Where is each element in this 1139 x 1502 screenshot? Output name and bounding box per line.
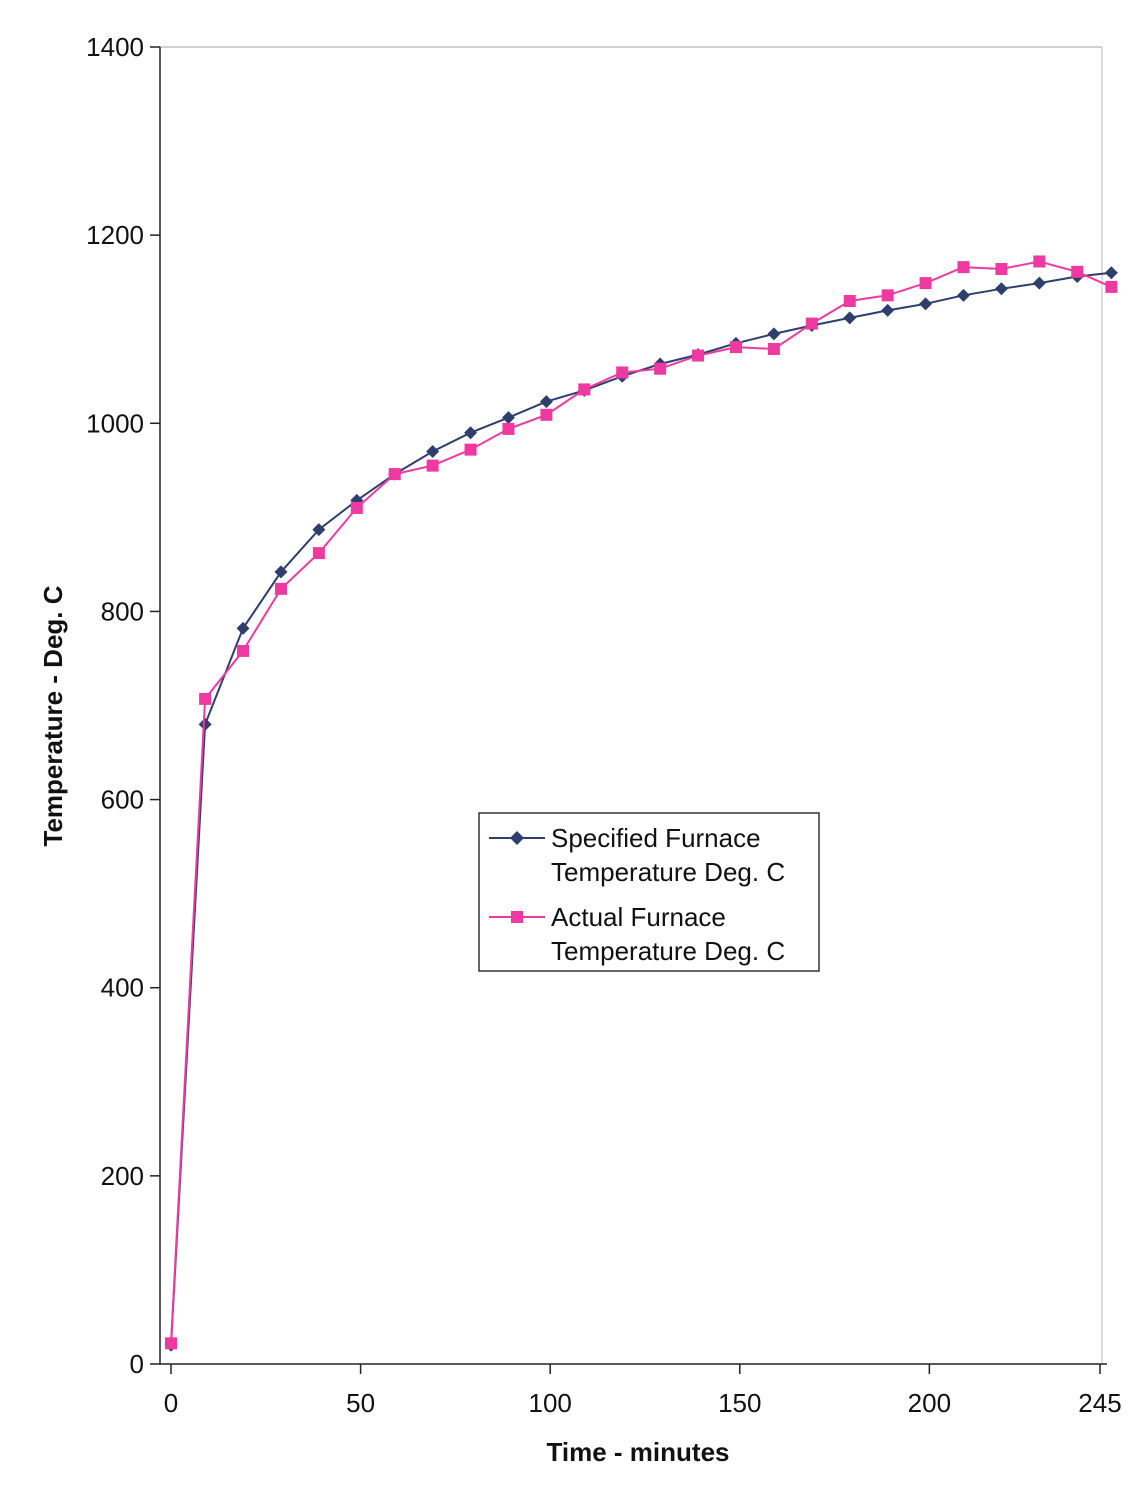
legend-marker-actual	[511, 911, 523, 923]
point-actual-24	[1071, 265, 1084, 278]
legend-entry-specified: Specified Furnace Temperature Deg. C	[489, 823, 785, 887]
legend-label-specified-line1: Specified Furnace	[551, 823, 761, 853]
point-actual-16	[767, 342, 780, 355]
y-tick-label-800: 800	[101, 596, 144, 626]
point-specified-9	[501, 411, 515, 425]
point-specified-1	[198, 717, 212, 731]
plot-area	[160, 46, 1103, 1364]
point-actual-2	[237, 644, 250, 657]
x-tick-label-200: 200	[908, 1388, 951, 1418]
x-tick-label-245: 245	[1078, 1388, 1121, 1418]
point-actual-14	[692, 349, 705, 362]
point-actual-13	[654, 362, 667, 375]
point-actual-4	[312, 547, 325, 560]
point-actual-9	[502, 422, 515, 435]
legend-marker-specified	[510, 831, 524, 845]
point-specified-4	[312, 523, 326, 537]
point-actual-6	[388, 468, 401, 481]
legend-label-actual-line1: Actual Furnace	[551, 902, 726, 932]
legend-label-specified-line2: Temperature Deg. C	[551, 857, 785, 887]
point-actual-15	[729, 341, 742, 354]
point-actual-0	[165, 1337, 177, 1350]
point-actual-19	[881, 289, 894, 302]
legend-label-actual-line2: Temperature Deg. C	[551, 936, 785, 966]
point-specified-22	[994, 282, 1008, 296]
legend-box	[478, 812, 820, 972]
y-tick-label-1200: 1200	[86, 220, 144, 250]
point-actual-18	[843, 294, 856, 307]
point-actual-10	[540, 408, 553, 421]
point-actual-1	[199, 692, 212, 705]
axes: 0 200 400 600 800 1000 1200 1400 0 50 100 150 200 245	[86, 32, 1122, 1418]
series-line-actual	[170, 260, 1112, 1344]
point-specified-25	[1104, 266, 1118, 280]
x-tick-label-100: 100	[528, 1388, 571, 1418]
point-actual-23	[1033, 255, 1046, 268]
point-specified-20	[919, 297, 933, 311]
point-actual-3	[274, 582, 287, 595]
x-tick-label-50: 50	[346, 1388, 375, 1418]
y-tick-label-1400: 1400	[86, 32, 144, 62]
point-actual-5	[350, 501, 363, 514]
point-specified-23	[1032, 276, 1046, 290]
point-specified-21	[956, 288, 970, 302]
legend: Specified Furnace Temperature Deg. C Act…	[478, 812, 820, 972]
point-specified-7	[426, 445, 440, 459]
point-specified-16	[767, 327, 781, 341]
series-specified	[164, 266, 1118, 1352]
point-actual-17	[805, 317, 818, 330]
y-tick-label-600: 600	[101, 785, 144, 815]
point-actual-21	[957, 261, 970, 274]
point-actual-8	[464, 443, 477, 456]
x-tick-label-150: 150	[718, 1388, 761, 1418]
point-specified-19	[881, 303, 895, 317]
y-tick-label-0: 0	[130, 1349, 144, 1379]
point-specified-10	[539, 395, 553, 409]
point-actual-22	[995, 263, 1008, 276]
point-actual-25	[1105, 280, 1118, 293]
y-axis-title: Temperature - Deg. C	[38, 585, 68, 846]
series-layer	[164, 255, 1118, 1352]
point-specified-3	[274, 565, 288, 579]
legend-entry-actual: Actual Furnace Temperature Deg. C	[489, 902, 785, 966]
point-specified-18	[843, 311, 857, 325]
point-actual-20	[919, 277, 932, 290]
y-tick-label-400: 400	[101, 973, 144, 1003]
point-actual-12	[616, 366, 629, 379]
y-tick-label-200: 200	[101, 1161, 144, 1191]
point-actual-7	[426, 459, 439, 472]
x-tick-label-0: 0	[164, 1388, 178, 1418]
point-specified-8	[464, 426, 478, 440]
y-tick-label-1000: 1000	[86, 408, 144, 438]
series-line-specified	[170, 271, 1112, 1346]
series-actual	[165, 255, 1118, 1350]
point-specified-2	[236, 621, 250, 635]
x-axis-title: Time - minutes	[546, 1437, 729, 1467]
point-actual-11	[578, 383, 591, 396]
